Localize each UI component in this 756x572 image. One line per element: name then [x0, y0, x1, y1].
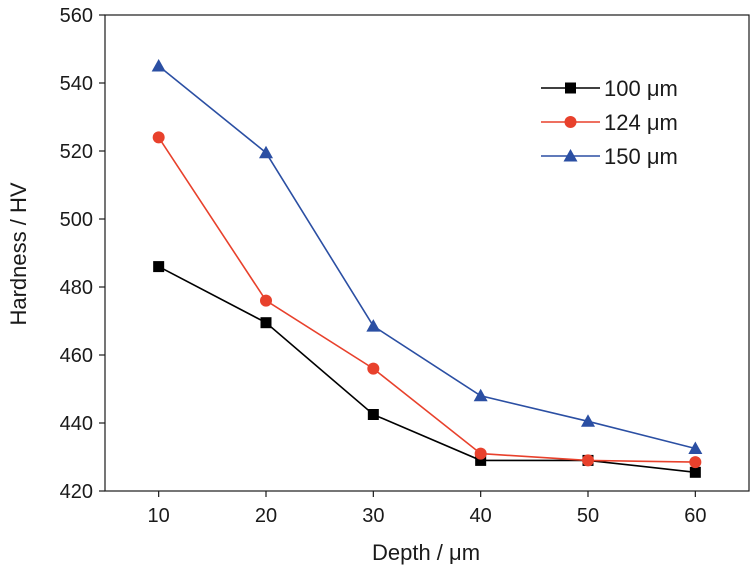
y-tick-label: 520 [60, 141, 93, 163]
x-axis-title: Depth / μm [372, 540, 480, 565]
series-line [158, 265, 696, 474]
legend-label: 100 μm [604, 76, 678, 101]
y-axis-title: Hardness / HV [6, 182, 31, 325]
data-point [151, 59, 166, 72]
series-line [158, 65, 696, 450]
data-point [367, 362, 380, 375]
data-point [689, 466, 701, 478]
legend-marker [564, 116, 577, 128]
data-point [152, 131, 165, 144]
x-tick-label: 20 [255, 505, 277, 527]
data-point [260, 294, 272, 307]
y-tick-label: 560 [60, 5, 93, 27]
y-tick-label: 480 [60, 277, 93, 299]
data-point [689, 456, 702, 469]
series-line [157, 136, 696, 463]
y-tick-label: 500 [60, 209, 93, 231]
data-point [153, 261, 165, 273]
y-tick-label: 540 [60, 73, 93, 95]
x-tick-label: 60 [684, 505, 706, 527]
y-tick-label: 460 [60, 345, 93, 367]
data-point [474, 447, 487, 460]
x-tick-label: 10 [148, 505, 170, 527]
data-point [260, 317, 272, 329]
data-point [581, 414, 595, 427]
legend-marker [563, 149, 578, 162]
legend-label: 150 μm [604, 144, 678, 169]
data-point [366, 319, 381, 332]
x-tick-label: 30 [362, 505, 384, 527]
data-point [582, 454, 594, 467]
x-tick-label: 40 [470, 505, 492, 527]
data-point [475, 454, 487, 466]
data-point [367, 409, 379, 420]
data-point [688, 441, 703, 454]
x-tick-label: 50 [577, 505, 599, 527]
y-tick-label: 420 [60, 481, 93, 503]
data-point [473, 388, 488, 402]
plot-frame [104, 14, 750, 492]
legend-marker [565, 82, 576, 94]
y-tick-label: 440 [60, 413, 93, 435]
data-point [259, 145, 273, 159]
legend-label: 124 μm [604, 110, 678, 135]
